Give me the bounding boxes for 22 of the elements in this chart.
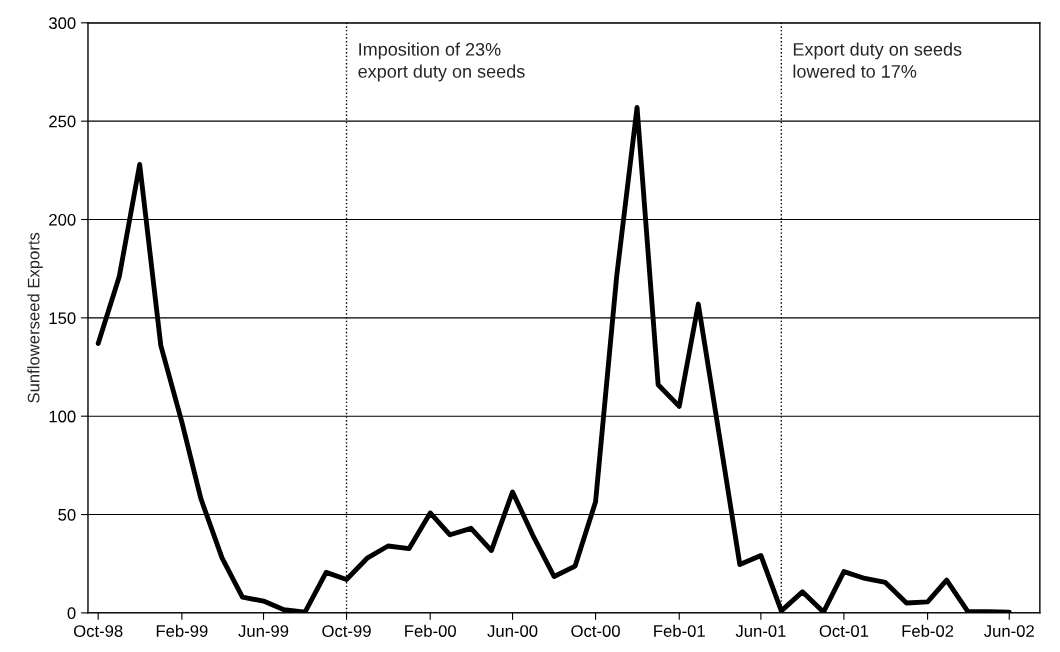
y-tick-label: 150 xyxy=(49,312,76,325)
x-tick-label: Jun-99 xyxy=(238,625,289,637)
x-tick-label: Oct-99 xyxy=(322,625,371,637)
annotation: Imposition of 23% export duty on seeds xyxy=(358,42,525,82)
x-tick-label: Jun-00 xyxy=(487,625,538,637)
x-tick-label: Oct-98 xyxy=(73,625,123,637)
y-tick-label: 50 xyxy=(58,508,76,521)
y-tick-label: 0 xyxy=(67,607,76,620)
y-tick-label: 200 xyxy=(49,213,76,226)
x-tick-label: Feb-01 xyxy=(654,624,705,637)
y-tick-label: 300 xyxy=(49,17,76,30)
x-tick-label: Oct-01 xyxy=(819,625,869,637)
x-tick-label: Jun-02 xyxy=(984,625,1034,637)
x-tick-label: Oct-00 xyxy=(571,625,620,637)
y-tick-label: 250 xyxy=(49,115,76,128)
y-tick-label: 100 xyxy=(49,410,76,423)
annotation: Export duty on seeds lowered to 17% xyxy=(793,42,962,78)
x-tick-label: Feb-00 xyxy=(405,624,456,637)
x-tick-label: Feb-99 xyxy=(156,624,208,637)
x-tick-label: Feb-02 xyxy=(902,624,954,637)
y-axis-title: Sunflowerseed Exports xyxy=(27,232,43,403)
x-tick-label: Jun-01 xyxy=(735,625,786,637)
